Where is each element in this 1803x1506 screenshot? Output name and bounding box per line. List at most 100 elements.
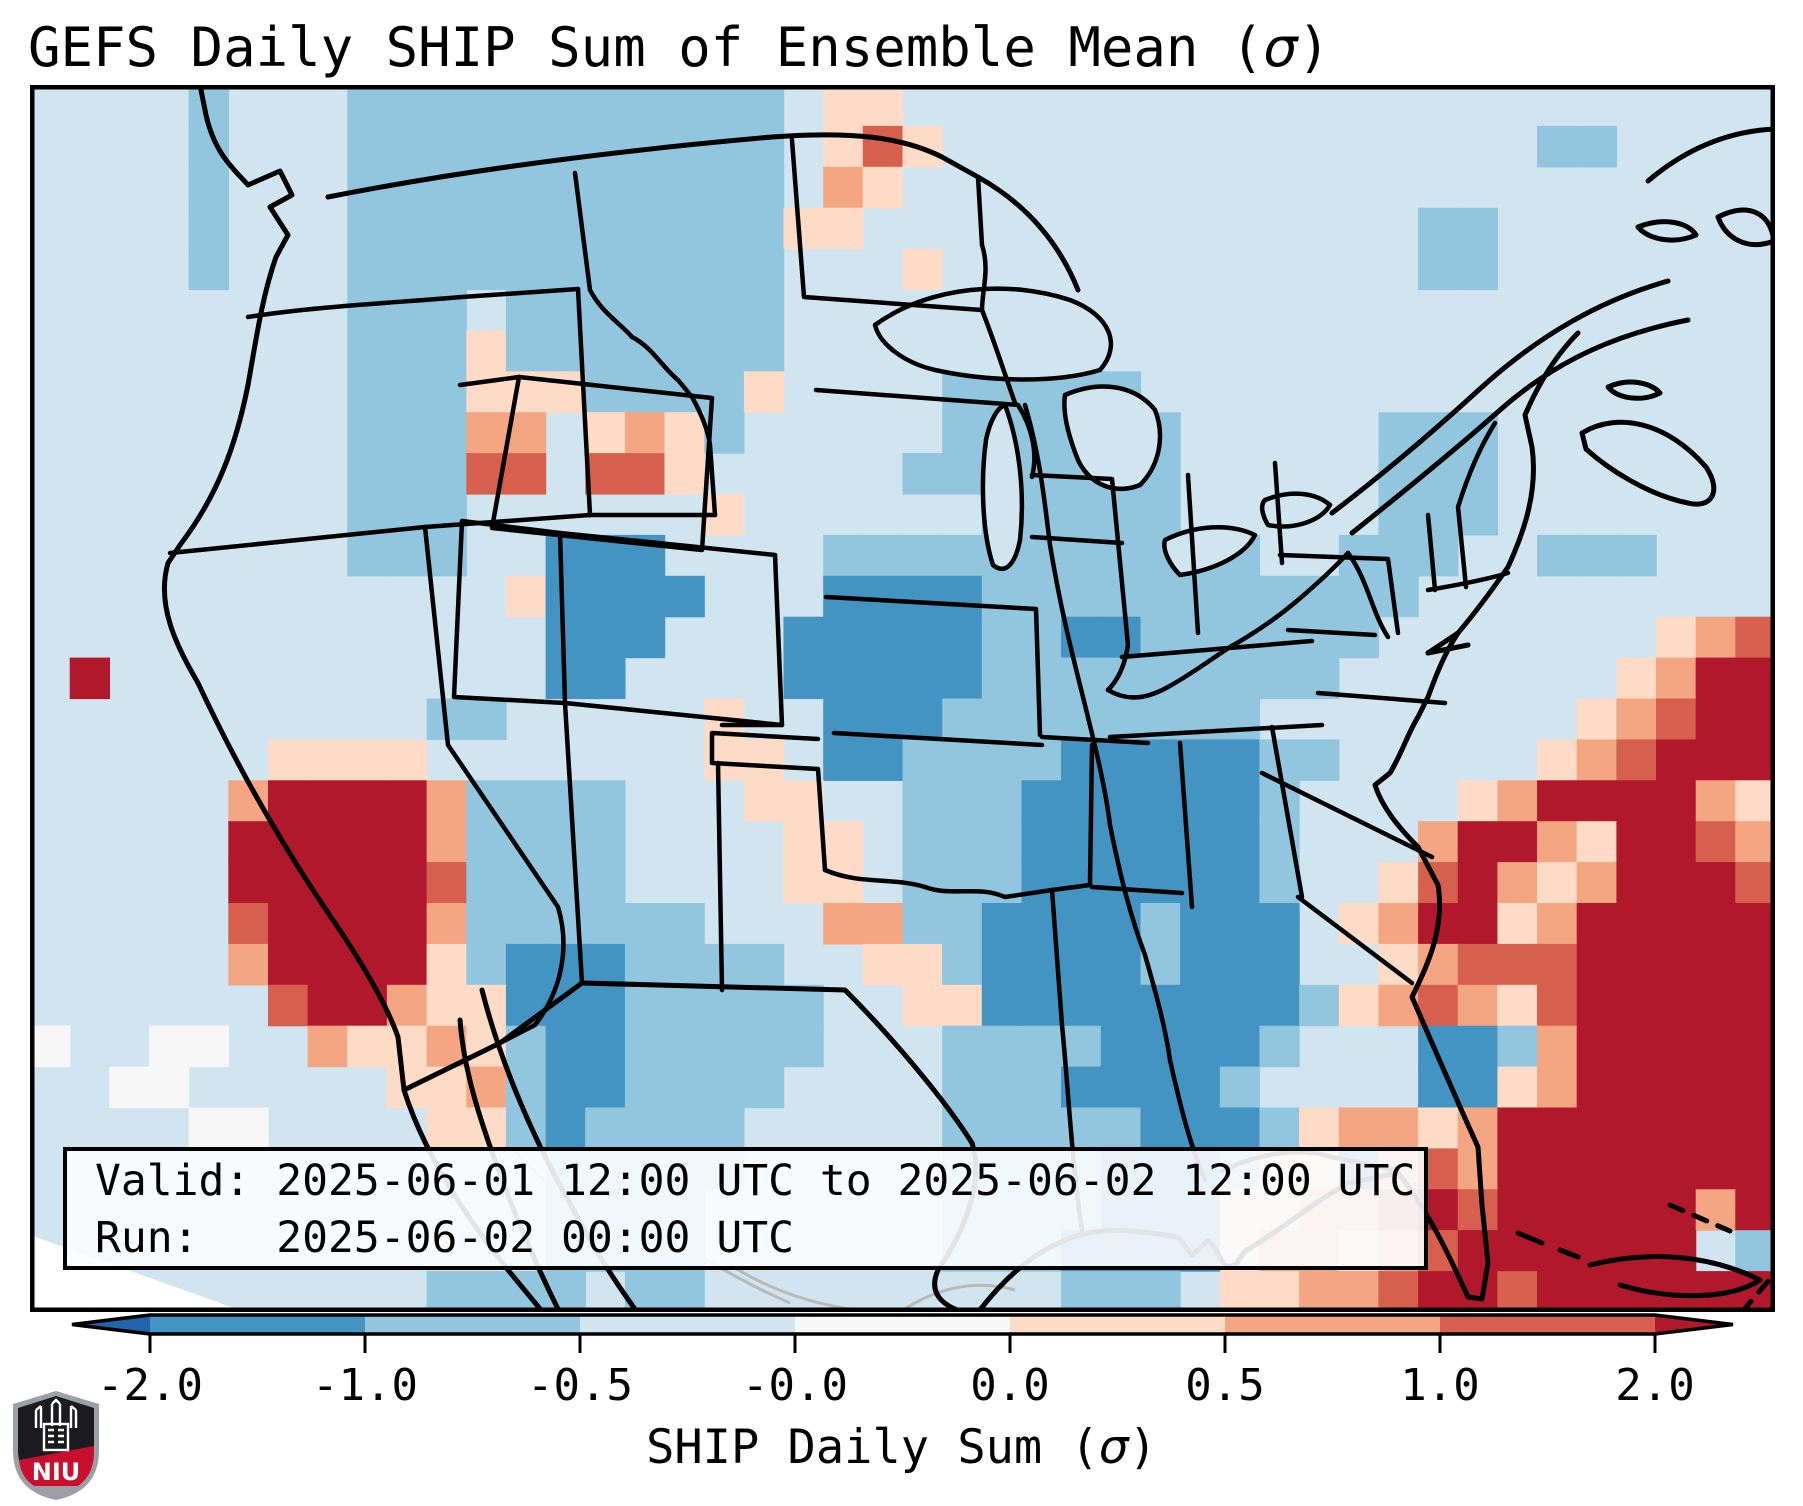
grid-cell (1100, 616, 1142, 659)
colorbar-segment (580, 1315, 795, 1334)
grid-cell (981, 1066, 1023, 1109)
grid-cell (664, 984, 705, 1027)
grid-cell (743, 739, 785, 781)
grid-cell (624, 575, 666, 618)
grid-cell (1259, 903, 1300, 945)
grid-cell (1695, 657, 1736, 700)
grid-cell (704, 289, 745, 331)
grid-cell (1100, 943, 1142, 986)
grid-cell (426, 371, 467, 413)
grid-cell (942, 657, 983, 700)
grid-cell (704, 166, 745, 209)
grid-cell (902, 575, 943, 618)
grid-cell (347, 903, 388, 945)
grid-cell (1180, 1025, 1221, 1068)
grid-cell (743, 289, 785, 331)
colorbar-ticks (148, 1334, 1657, 1353)
grid-cell (1180, 1066, 1221, 1109)
grid-cell (1735, 1148, 1775, 1190)
grid-cell (545, 821, 586, 863)
grid-cell (545, 371, 586, 413)
grid-cell (505, 780, 547, 822)
grid-cell (862, 125, 904, 168)
grid-cell (624, 207, 666, 250)
grid-cell (1497, 903, 1538, 945)
grid-cell (505, 207, 547, 250)
grid-cell (585, 330, 626, 372)
grid-cell (783, 657, 824, 700)
grid-cell (1061, 943, 1102, 986)
grid-cell (942, 862, 983, 904)
grid-cell (347, 453, 388, 495)
grid-cell (585, 248, 626, 291)
grid-cell (585, 575, 626, 618)
colorbar-segment (1440, 1315, 1655, 1334)
grid-cell (1497, 1066, 1538, 1109)
grid-cell (307, 821, 348, 863)
grid-cell (466, 821, 507, 863)
colorbar-segments (72, 1315, 1733, 1334)
grid-cell (1219, 984, 1261, 1027)
grid-cell (1418, 1271, 1459, 1312)
grid-cell (783, 862, 824, 904)
grid-cell (1735, 780, 1775, 822)
grid-cell (1695, 1107, 1736, 1149)
grid-cell (466, 85, 507, 127)
grid-cell (30, 1025, 71, 1068)
grid-cell (149, 1066, 190, 1109)
grid-cell (585, 453, 626, 495)
grid-cell (585, 616, 626, 659)
grid-cell (69, 657, 110, 700)
grid-cell (1418, 984, 1459, 1027)
grid-cell (545, 616, 586, 659)
grid-cell (664, 1025, 705, 1068)
grid-cell (743, 1025, 785, 1068)
grid-cell (1338, 984, 1380, 1027)
grid-cell (386, 1025, 428, 1068)
grid-cell (1021, 1066, 1062, 1109)
grid-cell (1457, 984, 1498, 1027)
grid-cell (1021, 1107, 1062, 1149)
grid-cell (664, 289, 705, 331)
grid-cell (664, 575, 705, 618)
grid-cell (1656, 1066, 1697, 1109)
map-frame (30, 85, 1775, 1312)
grid-cell (268, 780, 309, 822)
grid-cell (466, 1271, 507, 1312)
grid-cell (268, 739, 309, 781)
grid-cell (624, 903, 666, 945)
grid-cell (1100, 657, 1142, 700)
grid-cell (1418, 248, 1459, 291)
grid-cell (1656, 1148, 1697, 1190)
grid-cell (505, 289, 547, 331)
grid-cell (585, 207, 626, 250)
grid-cell (1656, 616, 1697, 659)
grid-cell (1219, 862, 1261, 904)
grid-cell (783, 821, 824, 863)
long-island (1425, 642, 1471, 656)
grid-cell (1695, 821, 1736, 863)
grid-cell (942, 575, 983, 618)
grid-cell (981, 943, 1023, 986)
grid-cell (743, 248, 785, 291)
grid-cell (347, 412, 388, 454)
grid-cell (585, 657, 626, 700)
grid-cell (902, 739, 943, 781)
grid-cell (505, 166, 547, 209)
florida-keys (1515, 1230, 1581, 1260)
grid-cell (1735, 739, 1775, 781)
grid-cell (1219, 943, 1261, 986)
grid-cell (704, 1066, 745, 1109)
grid-cell (1735, 1066, 1775, 1109)
grid-cell (1457, 1230, 1498, 1272)
grid-cell (1656, 780, 1697, 822)
grid-cell (426, 330, 467, 372)
grid-cell (862, 616, 904, 659)
grid-cell (862, 575, 904, 618)
grid-cell (1219, 1107, 1261, 1149)
grid-cell (902, 903, 943, 945)
grid-cell (1219, 657, 1261, 700)
grid-cell (1140, 821, 1181, 863)
grid-cell (1656, 821, 1697, 863)
canada-border-49th (325, 132, 1081, 293)
